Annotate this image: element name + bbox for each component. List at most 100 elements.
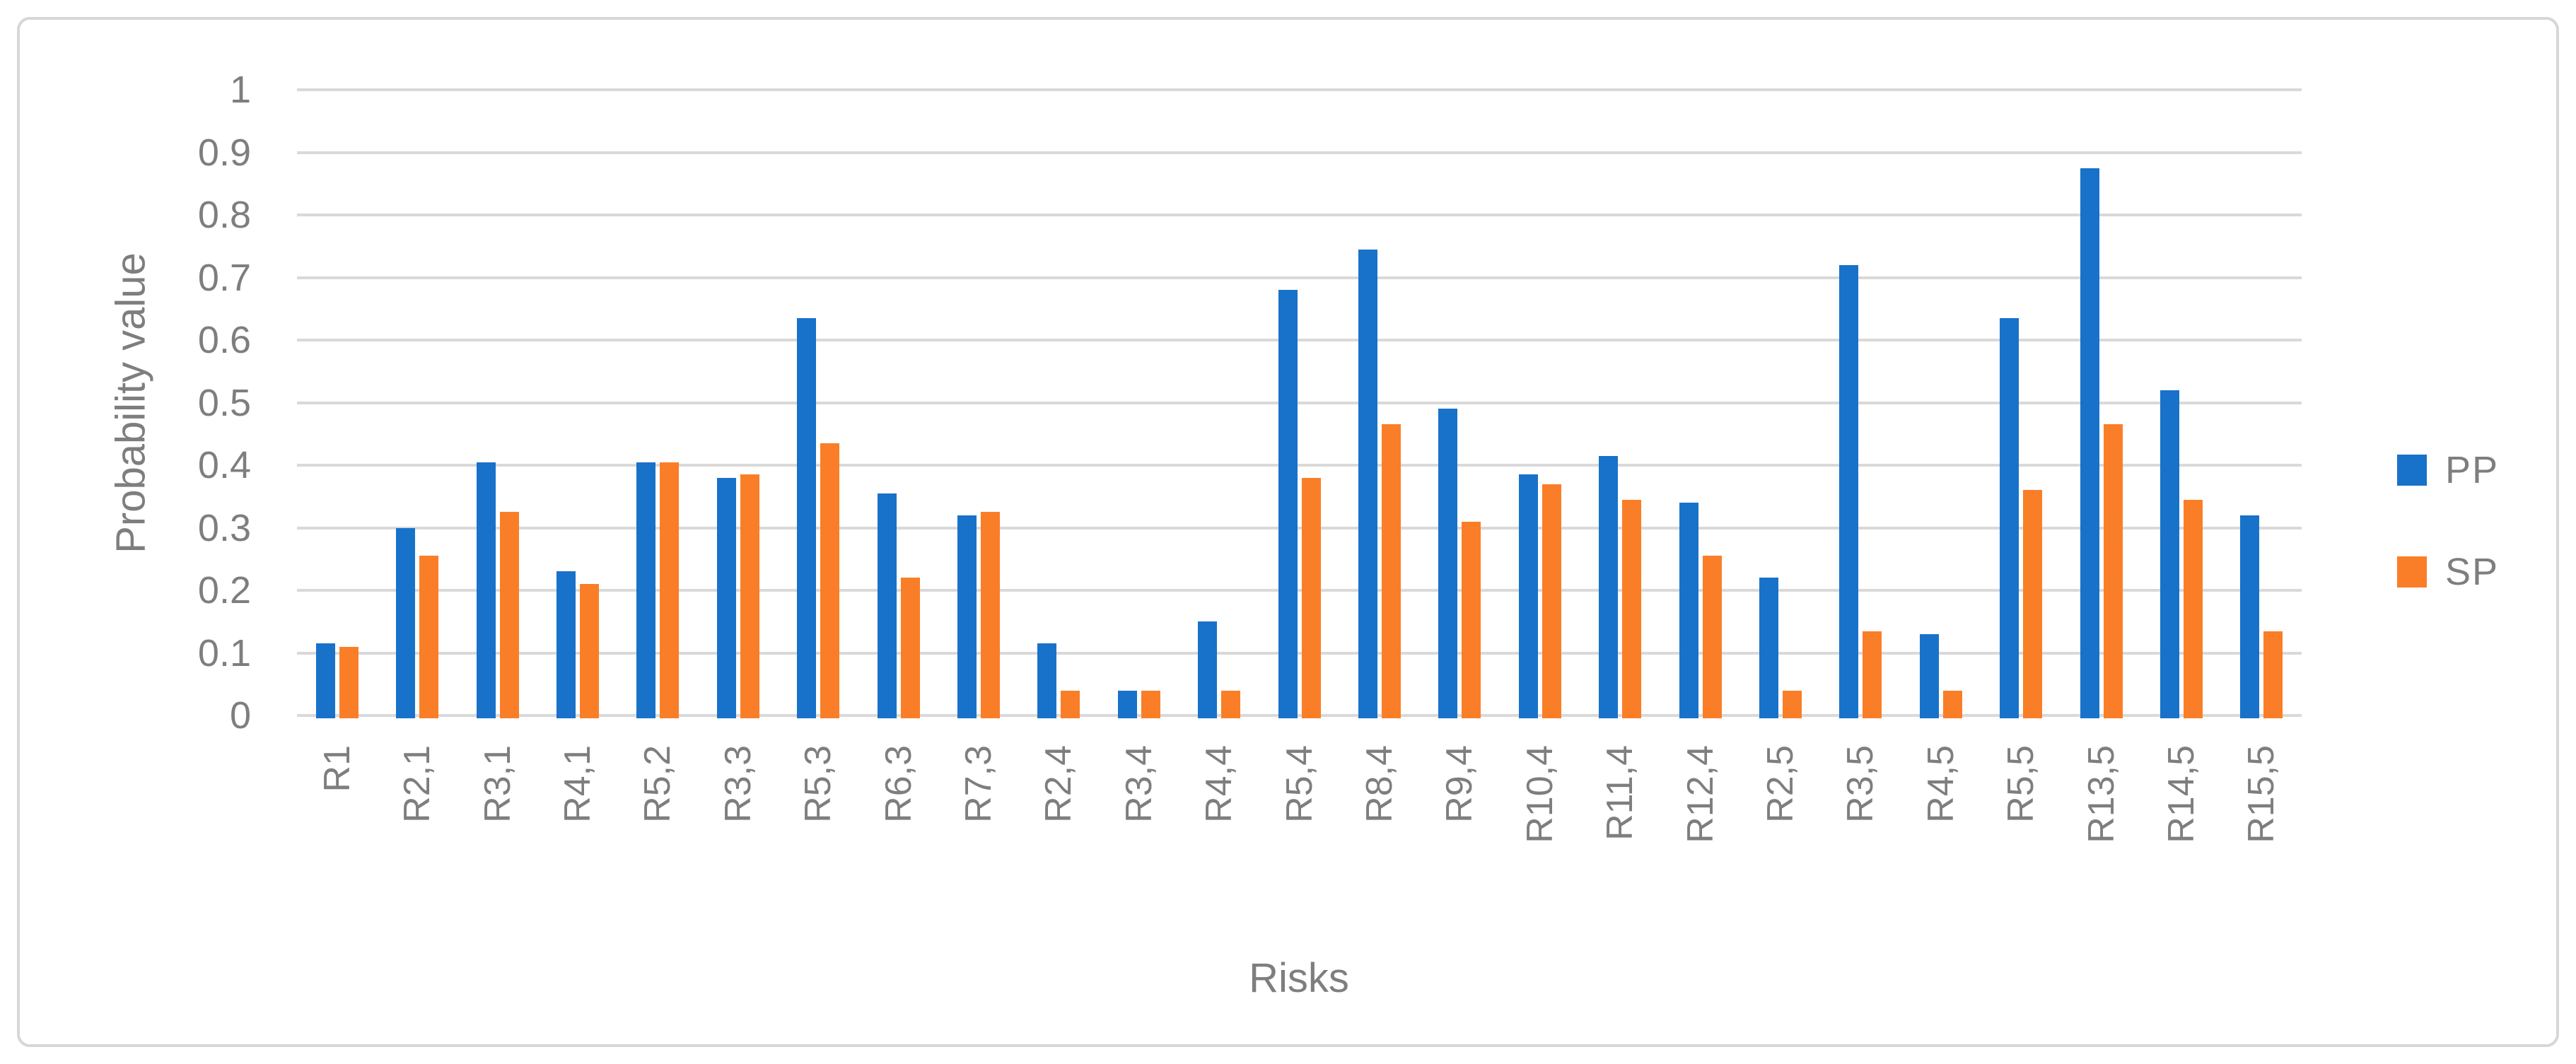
legend-swatch-sp-icon	[2397, 556, 2427, 587]
gridline-0.6	[297, 339, 2302, 341]
bar-sp-R9-4	[1462, 521, 1481, 718]
legend-swatch-pp-icon	[2397, 455, 2427, 486]
bar-pp-R11-4	[1599, 455, 1619, 718]
y-tick-label: 0.3	[197, 506, 251, 549]
bar-sp-R1	[339, 646, 359, 718]
x-tick-label-R5-2: R5,2	[637, 745, 679, 823]
gridline-0.8	[297, 214, 2302, 216]
gridline-0.9	[297, 151, 2302, 154]
gridline-0.4	[297, 464, 2302, 467]
gridline-0.1	[297, 651, 2302, 655]
bar-pp-R3-1	[476, 462, 496, 718]
bar-sp-R3-5	[1863, 631, 1882, 718]
bar-sp-R3-4	[1141, 690, 1160, 718]
y-tick-label: 0.2	[197, 569, 251, 612]
bar-sp-R5-3	[820, 443, 840, 718]
gridline-0.2	[297, 589, 2302, 592]
bar-pp-R12-4	[1679, 503, 1698, 718]
x-tick-label-R3-5: R3,5	[1840, 745, 1882, 823]
gridline-1	[297, 88, 2302, 91]
gridline-0	[297, 714, 2302, 717]
bar-sp-R10-4	[1541, 484, 1561, 718]
gridline-0.7	[297, 276, 2302, 279]
bar-sp-R15-5	[2263, 631, 2283, 718]
x-tick-label-R3-4: R3,4	[1118, 745, 1160, 823]
bar-pp-R2-5	[1759, 578, 1778, 718]
x-tick-label-R2-4: R2,4	[1038, 745, 1080, 823]
bar-sp-R2-4	[1061, 690, 1080, 718]
bar-pp-R13-5	[2080, 168, 2099, 718]
bar-pp-R4-1	[556, 571, 576, 718]
x-tick-label-R11-4: R11,4	[1599, 745, 1641, 841]
bar-pp-R9-4	[1438, 409, 1458, 718]
bar-sp-R2-5	[1782, 690, 1802, 718]
x-tick-label-R5-5: R5,5	[2000, 745, 2042, 823]
bar-pp-R3-4	[1117, 690, 1137, 718]
x-tick-label-R2-1: R2,1	[397, 745, 438, 823]
x-tick-label-R14-5: R14,5	[2160, 745, 2202, 843]
legend-item-pp: PP	[2397, 448, 2499, 492]
bar-sp-R12-4	[1702, 556, 1722, 718]
bar-sp-R3-1	[499, 512, 519, 718]
bar-pp-R5-4	[1278, 290, 1298, 718]
bar-pp-R7-3	[957, 515, 977, 718]
x-tick-label-R1: R1	[316, 745, 358, 793]
gridline-0.5	[297, 401, 2302, 404]
x-tick-label-R12-4: R12,4	[1679, 745, 1721, 843]
x-tick-label-R7-3: R7,3	[957, 745, 999, 823]
bar-pp-R6-3	[877, 493, 897, 718]
bar-pp-R3-3	[716, 477, 736, 718]
bar-pp-R4-5	[1919, 633, 1939, 718]
x-tick-label-R4-4: R4,4	[1199, 745, 1240, 823]
legend-label-sp: SP	[2445, 551, 2500, 593]
legend-label-pp: PP	[2445, 449, 2500, 491]
y-tick-label: 0.7	[197, 256, 251, 299]
bar-sp-R2-1	[419, 556, 439, 718]
legend-item-sp: SP	[2397, 550, 2499, 594]
bar-sp-R8-4	[1381, 424, 1401, 718]
bar-sp-R5-4	[1301, 477, 1321, 718]
bar-sp-R5-5	[2023, 490, 2043, 718]
bar-pp-R8-4	[1358, 249, 1377, 718]
bar-pp-R14-5	[2160, 390, 2179, 718]
x-tick-label-R9-4: R9,4	[1439, 745, 1481, 823]
bar-pp-R1	[315, 643, 335, 718]
x-tick-label-R13-5: R13,5	[2080, 745, 2122, 843]
bar-pp-R10-4	[1518, 474, 1538, 718]
y-tick-label: 0.8	[197, 194, 251, 236]
y-tick-label: 0.9	[197, 131, 251, 174]
x-tick-label-R4-1: R4,1	[556, 745, 598, 823]
bar-sp-R6-3	[900, 578, 920, 718]
bar-sp-R4-5	[1942, 690, 1962, 718]
bar-pp-R4-4	[1198, 621, 1218, 718]
bar-pp-R2-4	[1037, 643, 1057, 718]
bar-sp-R7-3	[980, 512, 1000, 718]
x-tick-label-R2-5: R2,5	[1759, 745, 1801, 823]
y-tick-label: 0.4	[197, 444, 251, 486]
bar-sp-R5-2	[660, 462, 680, 718]
bar-pp-R5-2	[636, 462, 656, 718]
bar-pp-R2-1	[396, 527, 416, 718]
x-tick-label-R6-3: R6,3	[878, 745, 919, 823]
gridline-0.3	[297, 526, 2302, 530]
y-tick-label: 0	[229, 694, 251, 737]
y-tick-label: 0.5	[197, 381, 251, 424]
x-tick-label-R3-3: R3,3	[717, 745, 759, 823]
bar-sp-R4-1	[579, 584, 599, 718]
bar-sp-R11-4	[1622, 499, 1642, 718]
y-tick-label: 0.1	[197, 631, 251, 674]
x-axis-title: Risks	[1249, 955, 1349, 1001]
y-tick-label: 0.6	[197, 319, 251, 361]
bar-pp-R5-3	[797, 318, 817, 718]
x-tick-label-R15-5: R15,5	[2241, 745, 2283, 843]
bar-sp-R4-4	[1221, 690, 1241, 718]
x-tick-label-R5-4: R5,4	[1278, 745, 1320, 823]
x-tick-label-R4-5: R4,5	[1920, 745, 1962, 823]
x-tick-label-R5-3: R5,3	[798, 745, 839, 823]
bar-pp-R5-5	[2000, 318, 2020, 718]
bar-pp-R15-5	[2240, 515, 2260, 718]
bar-sp-R13-5	[2103, 424, 2123, 718]
x-tick-label-R3-1: R3,1	[477, 745, 518, 823]
bar-pp-R3-5	[1839, 264, 1859, 718]
